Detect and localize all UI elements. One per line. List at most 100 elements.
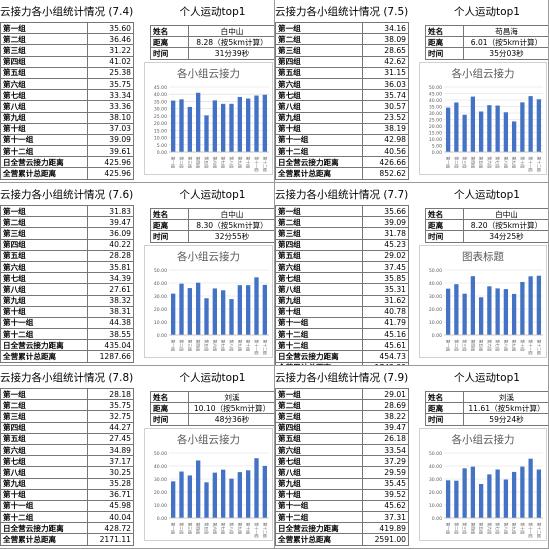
x-tick-label: 第十二组	[262, 340, 267, 355]
panel-title: 云接力各小组统计情况 (7.8)	[0, 372, 134, 384]
table-row: 第八组 33.36	[0, 100, 134, 113]
table-row: 第十一组 39.09	[0, 133, 134, 147]
table-row: 第六组 36.03	[275, 77, 409, 91]
top1-title: 个人运动top1	[454, 6, 520, 18]
top1-key-cell: 姓名	[425, 390, 464, 404]
table-row: 第四组 42.62	[275, 55, 409, 68]
top1-key-cell: 时间	[425, 413, 464, 426]
top1-value-cell: 32分55秒	[188, 230, 274, 243]
group-value-cell: 28.65	[362, 44, 409, 57]
table-row: 第九组 35.28	[0, 477, 134, 490]
x-tick-label: 第二组	[179, 523, 184, 535]
y-tick-label: 50.00	[429, 85, 442, 91]
top1-row: 时间 34分25秒	[425, 230, 548, 243]
bar	[187, 106, 192, 152]
table-row: 第十二组 45.16	[275, 328, 409, 341]
group-value-cell: 2591.00	[362, 533, 409, 546]
table-row: 第八组 35.31	[275, 283, 409, 296]
bar	[196, 460, 201, 518]
x-tick-label: 第十二组	[262, 157, 267, 172]
top1-title: 个人运动top1	[179, 6, 246, 18]
x-tick-label: 第九组	[237, 340, 242, 352]
group-value-cell: 35.60	[87, 21, 134, 35]
group-value-cell: 40.04	[87, 511, 134, 524]
y-tick-label: 15.00	[154, 128, 167, 134]
group-name-cell: 第八组	[275, 283, 363, 296]
bar	[528, 96, 533, 152]
x-tick-label: 第七组	[495, 157, 500, 169]
group-name-cell: 全营累计总距离	[0, 533, 88, 546]
cumulative-total-row: 全营累计总距离 852.62	[275, 167, 409, 180]
chart-title: 各小组云接力	[177, 433, 240, 446]
group-value-cell: 34.89	[87, 443, 134, 457]
group-value-cell: 35.75	[87, 77, 134, 91]
group-value-cell: 35.74	[362, 89, 409, 102]
bar	[462, 468, 467, 518]
y-tick-label: 20.00	[429, 490, 442, 496]
table-row: 第二组 35.75	[0, 399, 134, 412]
group-value-cell: 38.22	[362, 410, 409, 423]
group-value-cell: 428.72	[87, 522, 134, 535]
table-row: 第十组 38.31	[0, 305, 134, 318]
bar	[179, 283, 184, 335]
y-tick-label: 0.00	[157, 516, 167, 522]
group-value-cell: 45.98	[87, 499, 134, 513]
group-value-cell: 27.45	[87, 432, 134, 445]
table-row: 第八组 30.25	[0, 466, 134, 479]
y-tick-label: 20.00	[154, 121, 167, 127]
group-name-cell: 第一组	[275, 387, 363, 401]
group-name-cell: 第五组	[275, 66, 363, 79]
group-value-cell: 29.59	[362, 466, 409, 479]
daily-total-row: 日全营云接力距离 428.72	[0, 522, 134, 535]
bar	[478, 111, 484, 152]
daily-total-row: 日全营云接力距离 454.73	[275, 350, 409, 363]
y-tick-label: 25.00	[429, 118, 442, 124]
x-tick-label: 第四组	[196, 157, 201, 169]
table-row: 第六组 33.54	[275, 443, 409, 457]
group-value-cell: 2171.11	[87, 533, 134, 546]
group-value-cell: 30.57	[362, 100, 409, 113]
top1-row: 距离 6.01（按5km计算）	[425, 36, 548, 49]
group-name-cell: 第十组	[275, 305, 363, 318]
bar	[536, 469, 542, 518]
group-value-cell: 38.31	[87, 305, 134, 318]
group-name-cell: 日全营云接力距离	[275, 350, 363, 363]
group-name-cell: 日全营云接力距离	[275, 522, 363, 535]
top1-key-cell: 时间	[425, 230, 464, 243]
table-row: 第五组 29.02	[275, 249, 409, 262]
group-value-cell: 42.98	[362, 133, 409, 147]
group-value-cell: 29.01	[362, 387, 409, 401]
group-name-cell: 第四组	[275, 238, 363, 251]
bar	[187, 288, 192, 335]
top1-row: 时间 48分36秒	[150, 413, 274, 426]
y-tick-label: 20.00	[429, 307, 442, 313]
top1-value-cell: 11.61（按5km计算）	[463, 402, 548, 415]
bar	[179, 99, 184, 152]
top1-value-cell: 刘溪	[463, 390, 548, 404]
table-row: 第五组 28.28	[0, 249, 134, 262]
y-tick-label: 50.00	[154, 451, 167, 457]
x-tick-label: 第三组	[462, 157, 467, 169]
group-value-cell: 35.45	[362, 477, 409, 490]
x-tick-label: 第十一组	[254, 340, 259, 355]
bar	[229, 299, 234, 335]
group-name-cell: 日全营云接力距离	[275, 156, 363, 169]
group-name-cell: 全营累计总距离	[0, 350, 88, 363]
top1-info-table: 姓名 白中山 距离 8.28（按5km计算） 时间 31分39秒	[150, 24, 274, 60]
table-row: 第六组 35.75	[0, 77, 134, 91]
top1-value-cell: 刘溪	[188, 390, 274, 404]
report-panel: 云接力各小组统计情况 (7.7) 第一组 35.66 第二组 39.09 第三组 31.78…	[275, 183, 549, 366]
top1-value-cell: 8.20（按5km计算）	[463, 219, 548, 232]
top1-value-cell: 苟昌海	[463, 24, 548, 38]
group-stats-table: 第一组 35.60 第二组 36.46 第三组 31.22 第四组 41.02 第五组 25.38…	[0, 21, 134, 180]
x-tick-label: 第七组	[221, 523, 226, 535]
group-name-cell: 第十一组	[275, 133, 363, 147]
x-tick-label: 第九组	[237, 523, 242, 535]
group-value-cell: 40.56	[362, 145, 409, 158]
x-tick-label: 第一组	[446, 340, 451, 352]
table-row: 第三组 28.65	[275, 44, 409, 57]
bar	[470, 96, 476, 152]
group-value-cell: 419.89	[362, 522, 409, 535]
top1-key-cell: 姓名	[150, 207, 189, 221]
